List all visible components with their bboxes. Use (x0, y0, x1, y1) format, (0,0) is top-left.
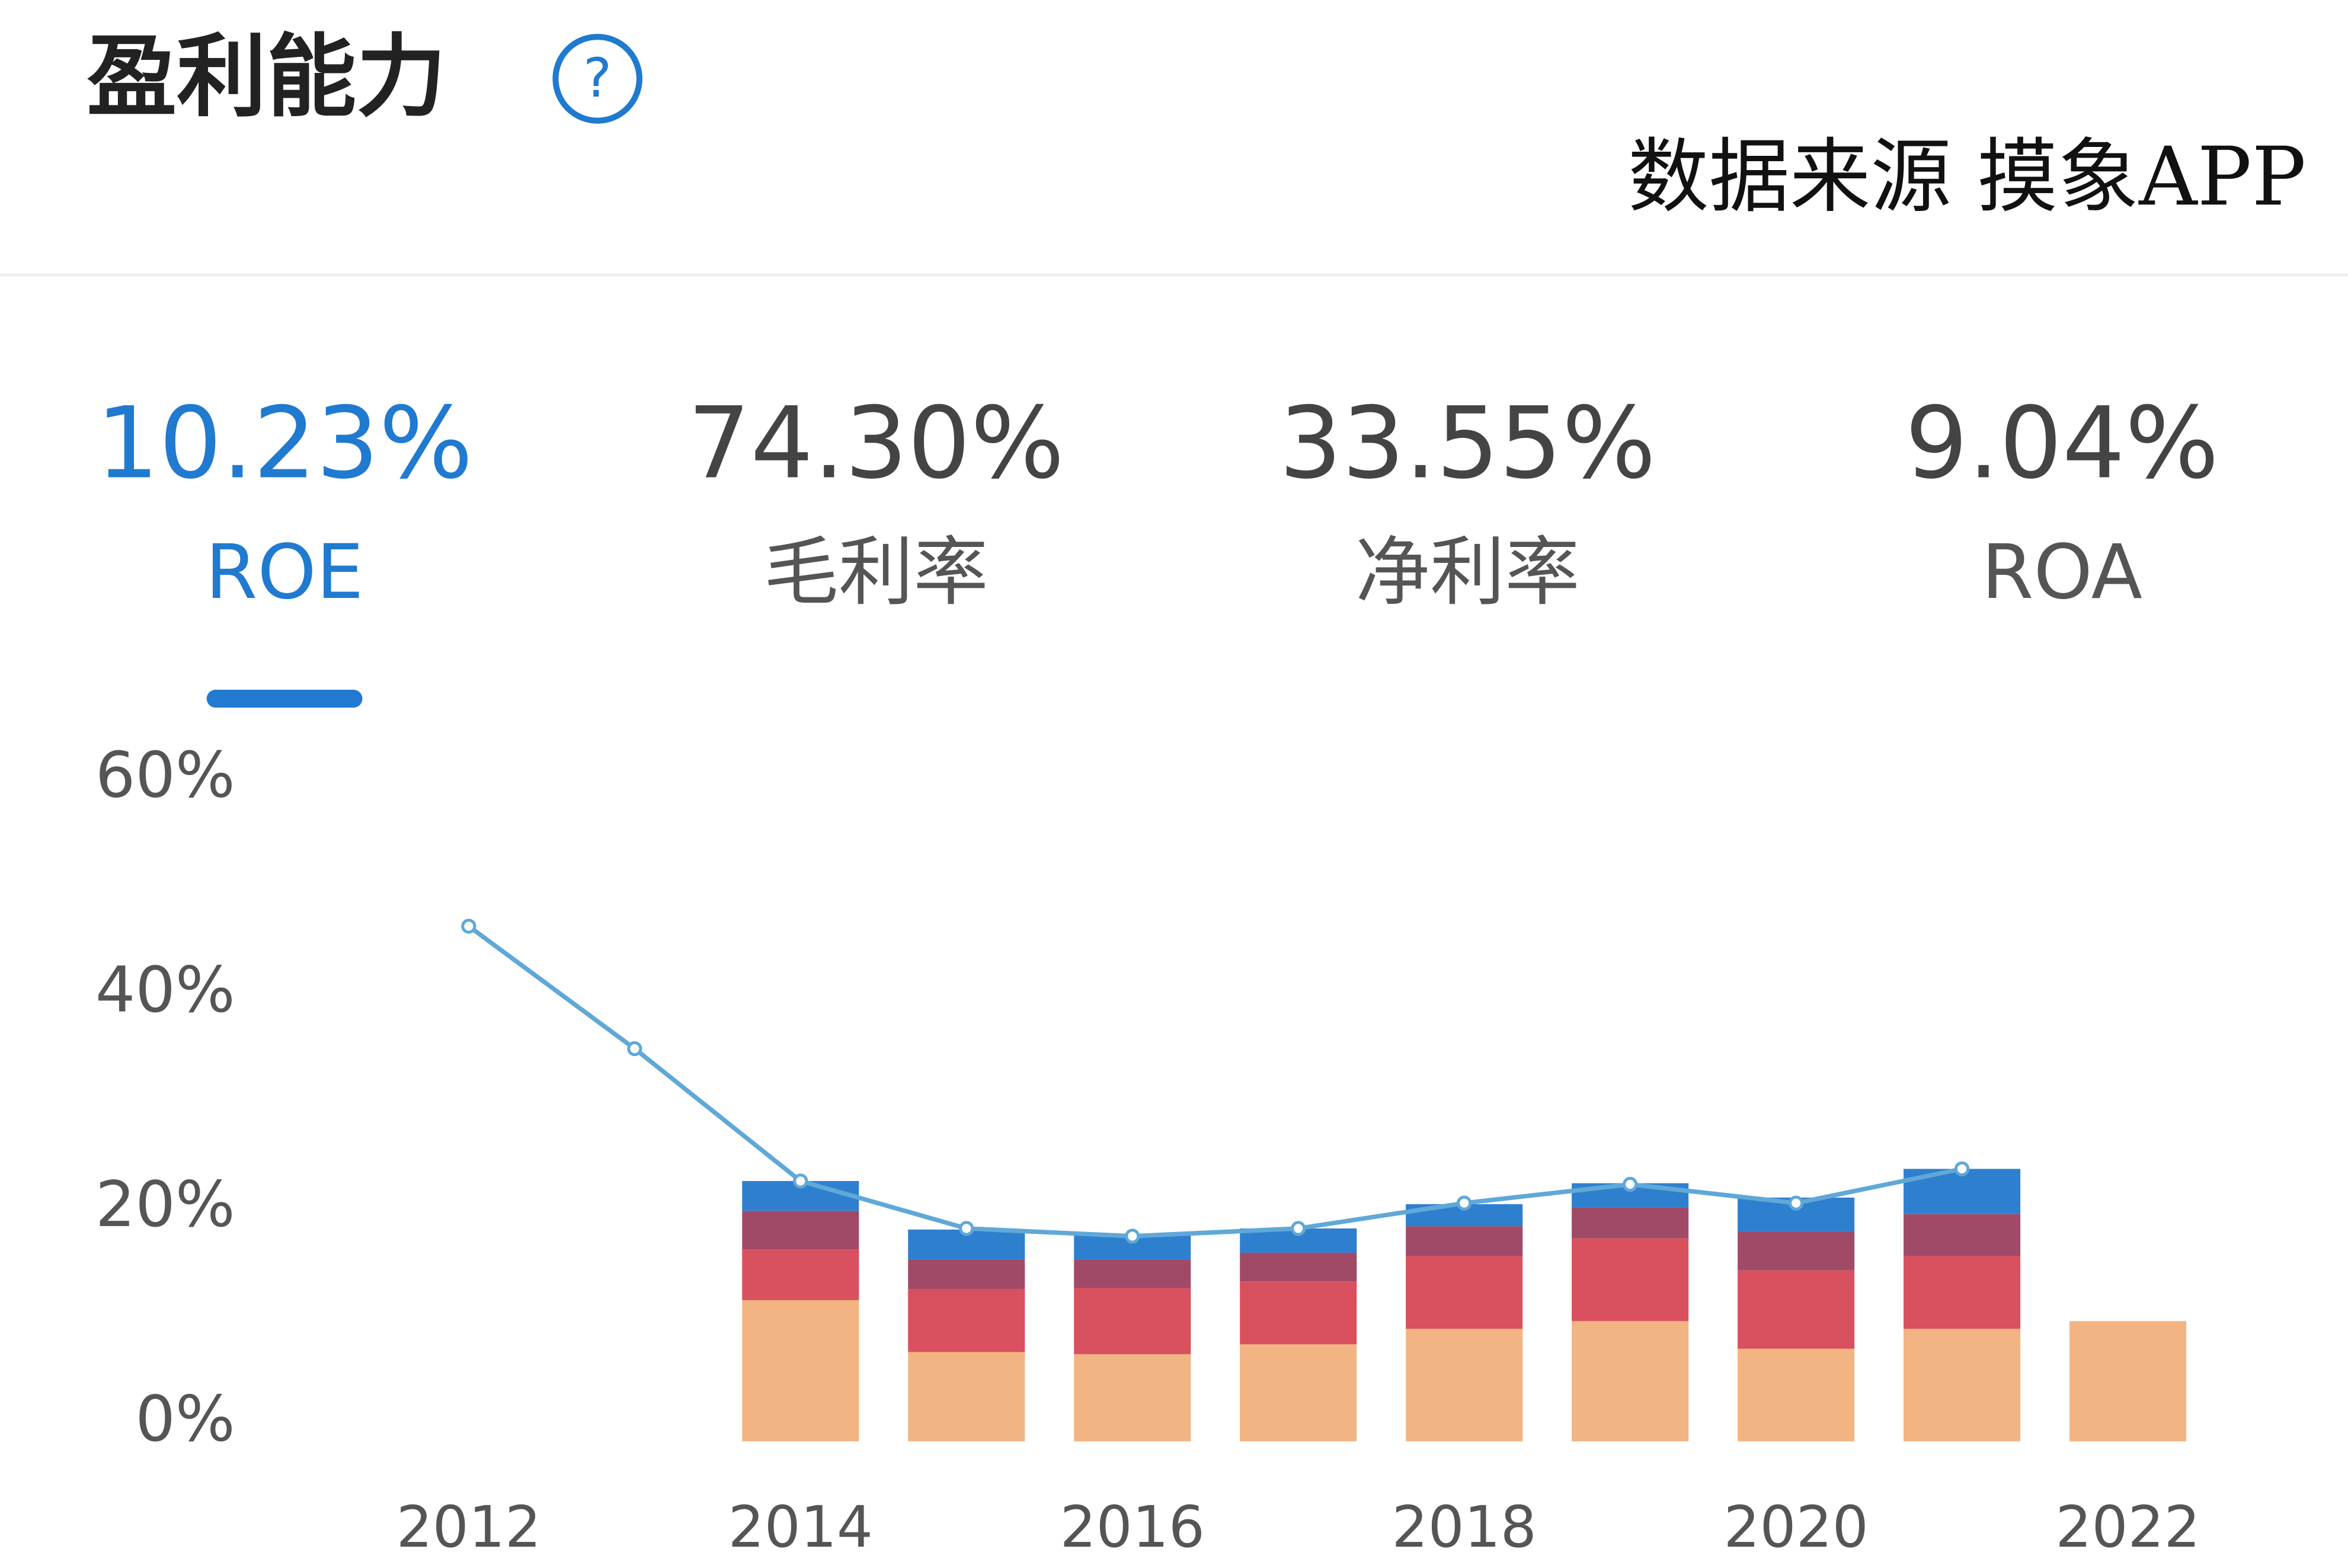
x-tick-label: 2014 (728, 1494, 873, 1560)
x-tick-label: 2016 (1060, 1494, 1205, 1560)
bar-segment (1240, 1281, 1357, 1345)
line-point (1954, 1161, 1970, 1177)
bar-segment (908, 1259, 1025, 1289)
bar-segment (908, 1352, 1025, 1442)
source-note: 数据来源 摸象APP (1628, 130, 2306, 224)
bar-segment (1572, 1238, 1689, 1321)
page-title: 盈利能力 (87, 24, 446, 129)
bar-segment (1240, 1344, 1357, 1442)
help-icon-text[interactable]: ? (583, 47, 612, 110)
bar-segment (742, 1249, 859, 1300)
bar-segment (1406, 1226, 1523, 1256)
line-point (793, 1173, 808, 1189)
y-tick-label: 60% (95, 739, 235, 812)
tabs: 10.23% ROE 74.30% 毛利率 33.55% 净利率 9.04% ROA (96, 386, 2219, 708)
bar-segment (1074, 1259, 1191, 1288)
tab-value[interactable]: 74.30% (687, 386, 1064, 501)
tab[interactable]: 10.23% ROE (96, 386, 473, 708)
tab[interactable]: 33.55% 净利率 (1279, 386, 1656, 616)
bar-segment (1904, 1256, 2021, 1329)
line-point (627, 1041, 642, 1057)
y-tick-label: 20% (95, 1168, 235, 1241)
line-point (1291, 1221, 1306, 1236)
x-tick-label: 2012 (396, 1494, 541, 1560)
bar-segment (1904, 1214, 2021, 1256)
line-point (461, 919, 476, 934)
tab[interactable]: 74.30% 毛利率 (687, 386, 1064, 616)
line (467, 924, 1963, 1239)
bar-segment (1074, 1354, 1191, 1442)
tab-label[interactable]: ROA (1982, 529, 2142, 616)
line-point (1788, 1195, 1804, 1211)
tab-value[interactable]: 33.55% (1279, 386, 1656, 501)
help-icon[interactable] (552, 34, 642, 124)
bar-segment (1738, 1270, 1855, 1349)
bar-segment (1738, 1348, 1855, 1442)
x-tick-label: 2022 (2055, 1494, 2200, 1560)
tab-value[interactable]: 9.04% (1905, 386, 2219, 501)
bar-segment (1240, 1252, 1357, 1282)
chart: 0% 20% 40% 60% 2012 2014 2016 2018 2020 2022 (95, 739, 2200, 1561)
x-tick-label: 2018 (1392, 1494, 1537, 1560)
bar-segment (908, 1289, 1025, 1352)
x-tick-label: 2020 (1723, 1494, 1868, 1560)
bar-segment (1406, 1256, 1523, 1329)
line-point (1623, 1176, 1638, 1192)
bar-segment (742, 1211, 859, 1250)
tab[interactable]: 9.04% ROA (1905, 386, 2219, 616)
line-point (959, 1221, 974, 1236)
bar-segment (1904, 1329, 2021, 1442)
bar-segment (1406, 1329, 1523, 1442)
y-tick-label: 40% (95, 953, 235, 1027)
bar-segment (1572, 1207, 1689, 1239)
tab-label[interactable]: 净利率 (1355, 529, 1580, 616)
line-point (1457, 1195, 1472, 1211)
bar-segment (1572, 1321, 1689, 1442)
bar-segment (1074, 1288, 1191, 1355)
tab-label[interactable]: ROE (206, 529, 364, 616)
tab-label[interactable]: 毛利率 (764, 529, 989, 616)
tab-value[interactable]: 10.23% (96, 386, 473, 501)
bar-segment (2069, 1321, 2187, 1442)
tab-indicator (206, 689, 363, 708)
y-tick-label: 0% (135, 1383, 235, 1456)
bar-segment (742, 1300, 859, 1442)
bar-segment (1738, 1231, 1855, 1271)
line-point (1125, 1228, 1140, 1244)
